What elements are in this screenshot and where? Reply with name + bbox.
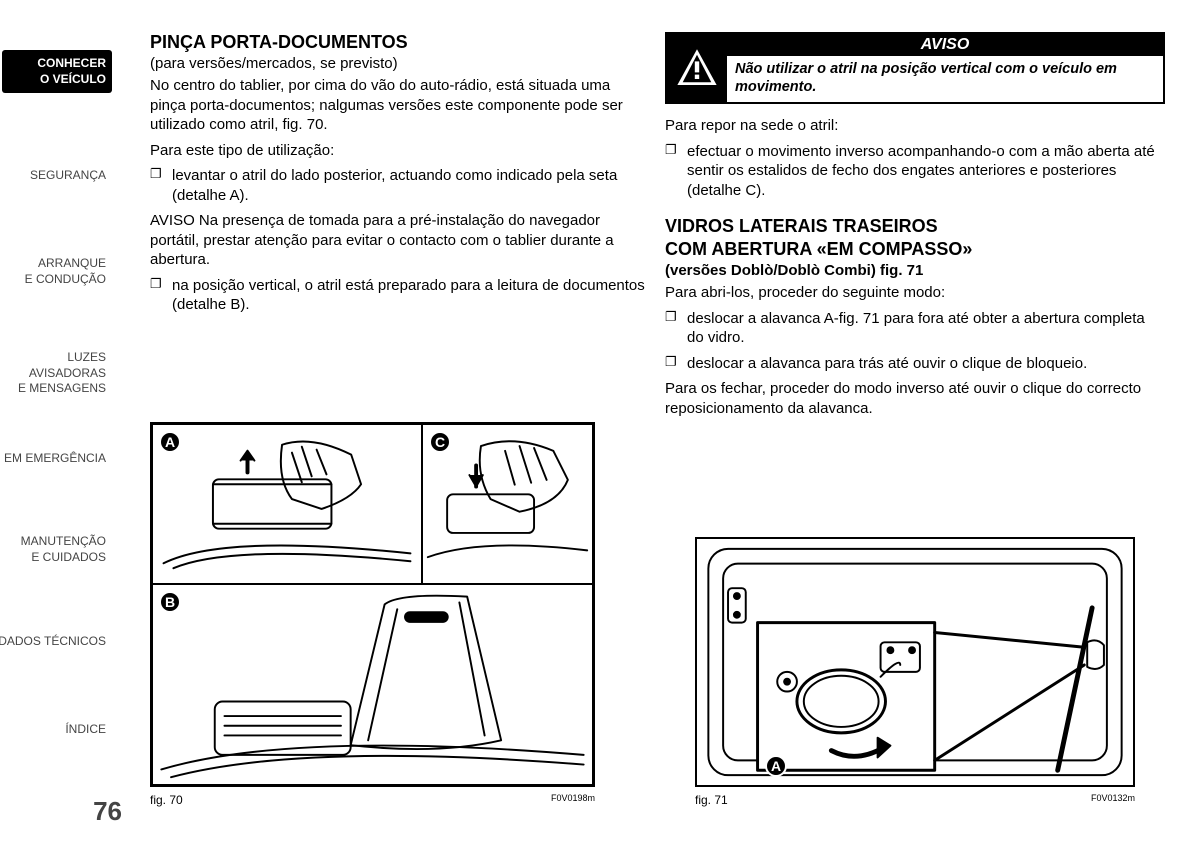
para-fechar: Para os fechar, proceder do modo inverso… bbox=[665, 379, 1165, 418]
heading-vidros-l2: COM ABERTURA «EM COMPASSO» bbox=[665, 239, 1165, 260]
sidebar-item-seguranca[interactable]: SEGURANÇA bbox=[0, 168, 106, 184]
warning-body: Não utilizar o atril na posição vertical… bbox=[727, 56, 1163, 102]
panel-label-b: B bbox=[159, 591, 181, 613]
list-1: levantar o atril do lado posterior, actu… bbox=[150, 166, 650, 205]
sidebar-label: ARRANQUEE CONDUÇÃO bbox=[25, 256, 106, 286]
sidebar: CONHECERO VEÍCULO SEGURANÇA ARRANQUEE CO… bbox=[0, 0, 130, 845]
para-aviso: AVISO Na presença de tomada para a pré-i… bbox=[150, 211, 650, 270]
warning-icon bbox=[667, 34, 727, 102]
list-item: deslocar a alavanca A-fig. 71 para fora … bbox=[687, 309, 1165, 348]
sidebar-label: LUZES AVISADORASE MENSAGENS bbox=[18, 350, 106, 395]
sidebar-item-luzes[interactable]: LUZES AVISADORASE MENSAGENS bbox=[0, 350, 106, 397]
para-abrir: Para abri-los, proceder do seguinte modo… bbox=[665, 283, 1165, 303]
heading-vidros-sub: (versões Doblò/Doblò Combi) fig. 71 bbox=[665, 262, 1165, 279]
page-number: 76 bbox=[93, 796, 122, 827]
heading-pinca: PINÇA PORTA-DOCUMENTOS bbox=[150, 32, 650, 53]
fig70-panel-c: C bbox=[422, 424, 593, 584]
fig70-caption: fig. 70 F0V0198m bbox=[150, 793, 595, 807]
sidebar-label: DADOS TÉCNICOS bbox=[0, 634, 106, 648]
list-item: na posição vertical, o atril está prepar… bbox=[172, 276, 650, 315]
fig70-label: fig. 70 bbox=[150, 793, 183, 807]
sidebar-label: MANUTENÇÃOE CUIDADOS bbox=[21, 534, 106, 564]
panel-label-c: C bbox=[429, 431, 451, 453]
sidebar-item-indice[interactable]: ÍNDICE bbox=[0, 722, 106, 738]
fig71-label: fig. 71 bbox=[695, 793, 728, 807]
sidebar-item-emergencia[interactable]: EM EMERGÊNCIA bbox=[0, 451, 106, 467]
list-4: deslocar a alavanca A-fig. 71 para fora … bbox=[665, 309, 1165, 374]
heading-vidros-l1: VIDROS LATERAIS TRASEIROS bbox=[665, 216, 1165, 237]
para-uso: Para este tipo de utilização: bbox=[150, 141, 650, 161]
warning-title: AVISO bbox=[727, 34, 1163, 56]
sidebar-item-manutencao[interactable]: MANUTENÇÃOE CUIDADOS bbox=[0, 534, 106, 565]
figure-71: A bbox=[695, 537, 1135, 787]
heading-pinca-sub: (para versões/mercados, se previsto) bbox=[150, 55, 650, 72]
right-column: AVISO Não utilizar o atril na posição ve… bbox=[665, 32, 1165, 424]
content: PINÇA PORTA-DOCUMENTOS (para versões/mer… bbox=[150, 32, 1180, 832]
warning-box: AVISO Não utilizar o atril na posição ve… bbox=[665, 32, 1165, 104]
sketch-71 bbox=[697, 539, 1133, 785]
figure-70: A C bbox=[150, 422, 595, 787]
sidebar-item-conhecer[interactable]: CONHECERO VEÍCULO bbox=[2, 50, 112, 93]
para-repor: Para repor na sede o atril: bbox=[665, 116, 1165, 136]
list-3: efectuar o movimento inverso acompanhand… bbox=[665, 142, 1165, 201]
sidebar-label: EM EMERGÊNCIA bbox=[4, 451, 106, 465]
list-2: na posição vertical, o atril está prepar… bbox=[150, 276, 650, 315]
sketch-a bbox=[153, 425, 421, 583]
fig70-code: F0V0198m bbox=[551, 793, 595, 807]
sidebar-label: SEGURANÇA bbox=[30, 168, 106, 182]
sketch-b bbox=[153, 585, 592, 784]
left-column: PINÇA PORTA-DOCUMENTOS (para versões/mer… bbox=[150, 32, 650, 321]
sidebar-item-arranque[interactable]: ARRANQUEE CONDUÇÃO bbox=[0, 256, 106, 287]
sidebar-item-dados[interactable]: DADOS TÉCNICOS bbox=[0, 634, 106, 650]
fig70-panel-a: A bbox=[152, 424, 422, 584]
fig71-caption: fig. 71 F0V0132m bbox=[695, 793, 1135, 807]
list-item: levantar o atril do lado posterior, actu… bbox=[172, 166, 650, 205]
fig70-panel-b: B bbox=[152, 584, 593, 785]
fig71-code: F0V0132m bbox=[1091, 793, 1135, 807]
figure-70-wrap: A C bbox=[150, 422, 595, 807]
panel-label-a: A bbox=[765, 755, 787, 777]
list-item: deslocar a alavanca para trás até ouvir … bbox=[687, 354, 1165, 374]
panel-label-a: A bbox=[159, 431, 181, 453]
sidebar-label: CONHECERO VEÍCULO bbox=[37, 56, 106, 86]
figure-71-wrap: A fig. 71 F0V0132m bbox=[695, 537, 1135, 807]
para-intro: No centro do tablier, por cima do vão do… bbox=[150, 76, 650, 135]
sidebar-label: ÍNDICE bbox=[65, 722, 106, 736]
list-item: efectuar o movimento inverso acompanhand… bbox=[687, 142, 1165, 201]
warning-text: AVISO Não utilizar o atril na posição ve… bbox=[727, 34, 1163, 102]
